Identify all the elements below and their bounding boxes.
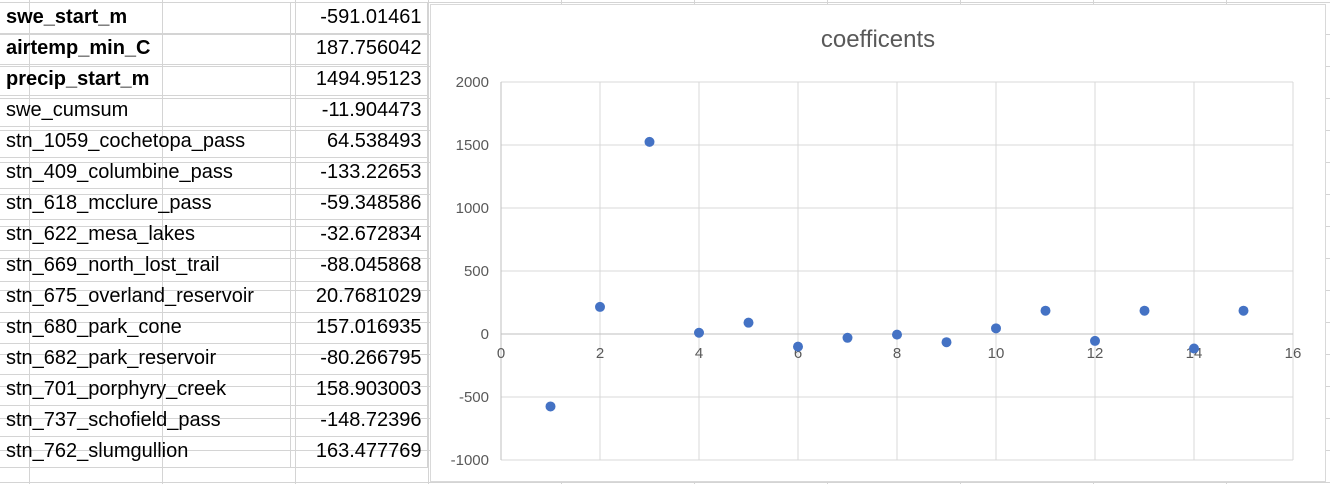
coefficient-value-cell[interactable]: -59.348586 <box>290 188 428 220</box>
data-point <box>892 329 902 340</box>
coefficient-value-cell[interactable]: -80.266795 <box>290 343 428 375</box>
data-point <box>644 136 655 147</box>
data-point <box>941 337 952 348</box>
variable-name-cell[interactable]: stn_737_schofield_pass <box>0 405 291 437</box>
variable-name-cell[interactable]: stn_622_mesa_lakes <box>0 219 291 251</box>
table-row: stn_618_mcclure_pass -59.348586 <box>0 188 428 220</box>
coefficient-value-cell[interactable]: -32.672834 <box>290 219 428 251</box>
table-row: stn_622_mesa_lakes -32.672834 <box>0 219 428 251</box>
table-row: airtemp_min_C 187.756042 <box>0 33 428 65</box>
coefficient-value-cell[interactable]: -11.904473 <box>290 95 428 127</box>
coefficient-value-cell[interactable]: 163.477769 <box>290 436 428 468</box>
x-tick-label: 10 <box>988 345 1005 362</box>
table-row: swe_start_m -591.01461 <box>0 2 428 34</box>
coefficient-value-cell[interactable]: 187.756042 <box>290 33 428 65</box>
chart-gridlines <box>501 81 1294 461</box>
coefficient-table: swe_start_m -591.01461 airtemp_min_C 187.75… <box>0 2 428 468</box>
table-row: stn_762_slumgullion 163.477769 <box>0 436 428 468</box>
x-tick-label: 4 <box>695 345 703 362</box>
data-point <box>1189 343 1199 354</box>
variable-name-cell[interactable]: stn_618_mcclure_pass <box>0 188 291 220</box>
x-tick-label: 0 <box>497 345 505 362</box>
coefficient-value-cell[interactable]: 1494.95123 <box>290 64 428 96</box>
variable-name-cell[interactable]: airtemp_min_C <box>0 33 291 65</box>
coefficient-value-cell[interactable]: 158.903003 <box>290 374 428 406</box>
data-point <box>842 332 853 343</box>
y-tick-label: 2000 <box>456 74 489 91</box>
coefficient-value-cell[interactable]: 64.538493 <box>290 126 428 158</box>
table-row: swe_cumsum -11.904473 <box>0 95 428 127</box>
coefficient-value-cell[interactable]: -591.01461 <box>290 2 428 34</box>
data-point <box>545 401 556 412</box>
y-tick-label: 1000 <box>456 200 489 217</box>
y-tick-label: 500 <box>464 263 489 280</box>
scatter-chart[interactable]: coefficents 0 2 4 6 8 10 12 14 16 -1000 -500 0 500 10… <box>430 4 1326 482</box>
variable-name-cell[interactable]: stn_701_porphyry_creek <box>0 374 291 406</box>
data-point <box>743 317 754 328</box>
data-point <box>1238 305 1249 316</box>
data-point <box>991 323 1001 334</box>
coefficient-value-cell[interactable]: -88.045868 <box>290 250 428 282</box>
variable-name-cell[interactable]: stn_669_north_lost_trail <box>0 250 291 282</box>
variable-name-cell[interactable]: swe_start_m <box>0 2 291 34</box>
table-row: stn_409_columbine_pass -133.22653 <box>0 157 428 189</box>
x-tick-label: 2 <box>596 345 604 362</box>
data-point <box>1040 305 1051 316</box>
variable-name-cell[interactable]: stn_682_park_reservoir <box>0 343 291 375</box>
coefficient-value-cell[interactable]: -133.22653 <box>290 157 428 189</box>
variable-name-cell[interactable]: stn_762_slumgullion <box>0 436 291 468</box>
data-point <box>793 341 803 352</box>
chart-title: coefficents <box>821 26 935 53</box>
variable-name-cell[interactable]: stn_675_overland_reservoir <box>0 281 291 313</box>
chart-canvas: coefficents 0 2 4 6 8 10 12 14 16-1000-500050010… <box>451 26 1302 469</box>
variable-name-cell[interactable]: swe_cumsum <box>0 95 291 127</box>
data-point <box>694 327 704 338</box>
x-tick-label: 16 <box>1285 345 1302 362</box>
table-row: stn_669_north_lost_trail -88.045868 <box>0 250 428 282</box>
table-row: stn_701_porphyry_creek 158.903003 <box>0 374 428 406</box>
x-tick-label: 8 <box>893 345 901 362</box>
table-row: stn_682_park_reservoir -80.266795 <box>0 343 428 375</box>
variable-name-cell[interactable]: precip_start_m <box>0 64 291 96</box>
data-point <box>595 301 605 312</box>
coefficient-value-cell[interactable]: 157.016935 <box>290 312 428 344</box>
y-tick-label: 1500 <box>456 137 489 154</box>
table-row: stn_675_overland_reservoir 20.7681029 <box>0 281 428 313</box>
data-point <box>1139 305 1150 316</box>
coefficient-value-cell[interactable]: -148.72396 <box>290 405 428 437</box>
table-row: stn_680_park_cone 157.016935 <box>0 312 428 344</box>
y-tick-label: -500 <box>459 389 489 406</box>
variable-name-cell[interactable]: stn_1059_cochetopa_pass <box>0 126 291 158</box>
table-row: stn_737_schofield_pass -148.72396 <box>0 405 428 437</box>
coefficient-value-cell[interactable]: 20.7681029 <box>290 281 428 313</box>
table-row: precip_start_m 1494.95123 <box>0 64 428 96</box>
variable-name-cell[interactable]: stn_680_park_cone <box>0 312 291 344</box>
variable-name-cell[interactable]: stn_409_columbine_pass <box>0 157 291 189</box>
y-tick-label: 0 <box>481 326 489 343</box>
table-row: stn_1059_cochetopa_pass 64.538493 <box>0 126 428 158</box>
y-tick-label: -1000 <box>451 452 489 469</box>
chart-points <box>545 136 1249 412</box>
x-tick-label: 12 <box>1087 345 1104 362</box>
data-point <box>1090 335 1100 346</box>
x-tick-label: 6 <box>794 345 802 362</box>
